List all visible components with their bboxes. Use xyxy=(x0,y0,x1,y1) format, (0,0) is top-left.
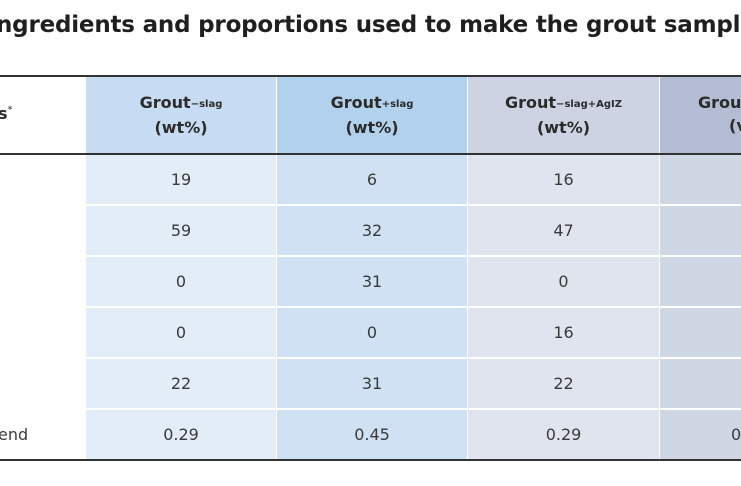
table-cell: 22 xyxy=(170,374,192,393)
row-separator xyxy=(86,357,741,359)
table-bottom-rule xyxy=(0,459,741,461)
row-separator xyxy=(86,408,741,410)
header-bg-1 xyxy=(86,77,276,153)
table-cell: 47 xyxy=(553,221,574,240)
column-header-grout-plus-slag: Grout+slag (wt%) xyxy=(330,93,414,137)
column-header-grout-minus-slag-agiz: Grout−slag+AgIZ (wt%) xyxy=(505,93,622,137)
table-top-rule xyxy=(0,75,741,77)
table-cell: 0.29 xyxy=(163,425,199,444)
row-label: end xyxy=(0,425,29,444)
table-cell: 16 xyxy=(553,323,574,342)
table-cell: 0 xyxy=(558,272,569,291)
table-cell: 6 xyxy=(366,170,378,189)
table-cell: 0.45 xyxy=(354,425,390,444)
row-separator xyxy=(86,255,741,257)
table-cell: 31 xyxy=(361,272,383,291)
table-cell: 19 xyxy=(170,170,192,189)
table-header-rule xyxy=(0,153,741,155)
column-header-partial: Grou (v xyxy=(698,93,741,135)
table-cell: 59 xyxy=(170,221,192,240)
table-title: ngredients and proportions used to make … xyxy=(0,12,741,38)
table-cell: 31 xyxy=(361,374,383,393)
table-cell: 0 xyxy=(175,272,187,291)
row-separator xyxy=(86,204,741,206)
table-cell: 32 xyxy=(361,221,383,240)
table-cell: 16 xyxy=(553,170,574,189)
table-cell: 22 xyxy=(553,374,574,393)
table-cell: 0 xyxy=(366,323,378,342)
header-bg-2 xyxy=(277,77,467,153)
column-header-grout-minus-slag: Grout−slag (wt%) xyxy=(139,93,223,137)
row-header: s* xyxy=(0,104,13,123)
header-bg-3 xyxy=(468,77,659,153)
header-bg-4 xyxy=(660,77,741,153)
table-cell: 0.29 xyxy=(545,425,582,444)
table-cell: 0 xyxy=(731,425,741,444)
row-separator xyxy=(86,306,741,308)
table-cell: 0 xyxy=(175,323,187,342)
